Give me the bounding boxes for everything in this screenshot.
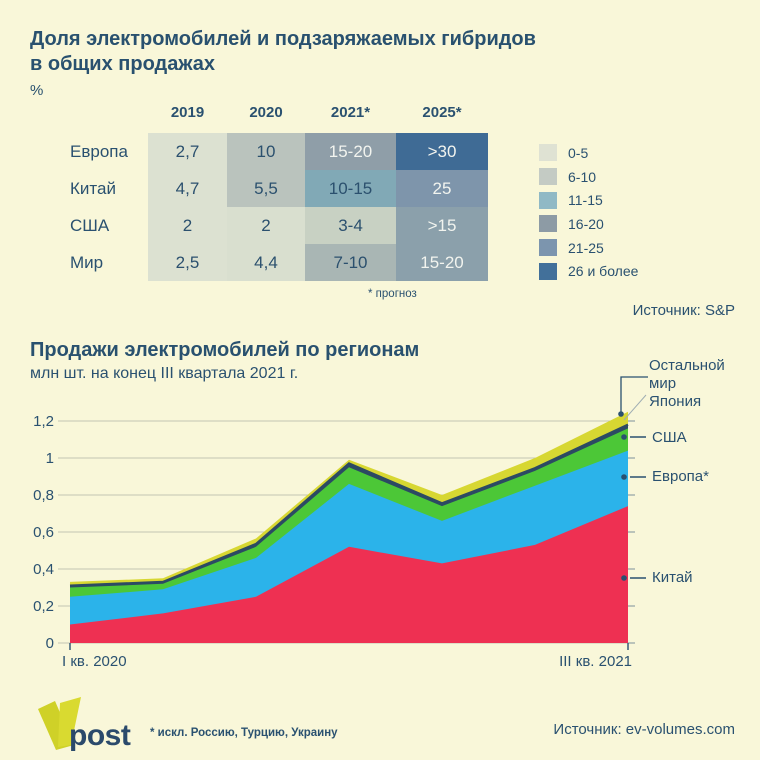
legend-item-0: 0-5 xyxy=(539,141,638,165)
col-header-2019: 2019 xyxy=(170,104,205,121)
row-label-1: Китай xyxy=(70,178,116,198)
table-cell-r0-c0: 2,7 xyxy=(148,133,227,170)
table-cell-r2-c2: 3-4 xyxy=(305,207,396,244)
series-label-rest-of-world: Остальной мир xyxy=(649,357,725,392)
regions-source: Источник: ev-volumes.com xyxy=(553,721,735,738)
table-cell-r2-c0: 2 xyxy=(148,207,227,244)
table-cell-r0-c3: >30 xyxy=(396,133,488,170)
share-table-legend: 0-5 6-10 11-15 16-20 21-25 26 и более xyxy=(539,141,638,283)
y-tick-label-1: 1 xyxy=(46,450,54,467)
series-label-europe: Европа* xyxy=(652,468,709,485)
table-cell-r1-c3: 25 xyxy=(396,170,488,207)
logo-wordmark: post xyxy=(69,719,131,752)
logo-v-right-stroke xyxy=(58,697,81,747)
col-header-2021: 2021* xyxy=(330,104,371,121)
y-tick-label-0,8: 0,8 xyxy=(33,487,54,504)
regions-chart-subtitle: млн шт. на конец III квартала 2021 г. xyxy=(30,365,299,382)
row-label-0: Европа xyxy=(70,141,128,161)
y-tick-label-0,6: 0,6 xyxy=(33,524,54,541)
table-cell-r1-c1: 5,5 xyxy=(227,170,305,207)
legend-item-5: 26 и более xyxy=(539,259,638,283)
legend-item-1: 6-10 xyxy=(539,165,638,189)
series-label-japan: Япония xyxy=(649,393,702,410)
table-cell-r3-c0: 2,5 xyxy=(148,244,227,281)
legend-label-0: 0-5 xyxy=(568,144,589,161)
y-tick-label-0,4: 0,4 xyxy=(33,561,54,578)
table-cell-r1-c0: 4,7 xyxy=(148,170,227,207)
series-label-usa: США xyxy=(652,429,687,446)
legend-swatch-4 xyxy=(539,239,557,257)
legend-label-3: 16-20 xyxy=(568,215,604,232)
legend-label-4: 21-25 xyxy=(568,239,604,256)
table-cell-r0-c2: 15-20 xyxy=(305,133,396,170)
share-table-source: Источник: S&P xyxy=(632,302,735,319)
row-label-2: США xyxy=(70,215,110,235)
table-cell-r3-c3: 15-20 xyxy=(396,244,488,281)
legend-swatch-5 xyxy=(539,262,557,280)
legend-item-2: 11-15 xyxy=(539,188,638,212)
table-cell-r3-c1: 4,4 xyxy=(227,244,305,281)
dot-china xyxy=(621,575,627,581)
share-table-row-labels: Европа Китай США Мир xyxy=(70,133,128,281)
leader-rest-of-world xyxy=(620,376,648,412)
y-tick-label-0: 0 xyxy=(46,635,54,652)
table-cell-r2-c3: >15 xyxy=(396,207,488,244)
regions-chart-svg: 0 0,2 0,4 0,6 0,8 1 1,2 xyxy=(33,376,648,652)
leader-japan xyxy=(623,394,647,421)
table-cell-r1-c2: 10-15 xyxy=(305,170,396,207)
y-tick-label-0,2: 0,2 xyxy=(33,598,54,615)
table-cell-r3-c2: 7-10 xyxy=(305,244,396,281)
legend-swatch-0 xyxy=(539,144,557,162)
table-cell-r2-c1: 2 xyxy=(227,207,305,244)
series-label-china: Китай xyxy=(652,569,693,586)
japan-line xyxy=(69,423,629,587)
dot-rest-of-world xyxy=(618,411,624,417)
x-axis-label-first: I кв. 2020 xyxy=(62,653,127,670)
legend-swatch-2 xyxy=(539,191,557,209)
legend-label-1: 6-10 xyxy=(568,168,597,185)
row-label-3: Мир xyxy=(70,252,104,272)
vpost-logo: post xyxy=(38,697,131,752)
col-header-2025: 2025* xyxy=(422,104,462,121)
legend-item-3: 16-20 xyxy=(539,212,638,236)
share-table-grid: 2,7 10 15-20 >30 4,7 5,5 10-15 25 2 2 3-4 >15 2,5 4,4… xyxy=(148,133,488,281)
share-table-title: Доля электромобилей и подзаряжаемых гибр… xyxy=(30,28,536,75)
y-tick-label-1,2: 1,2 xyxy=(33,413,54,430)
dot-europe xyxy=(621,474,627,480)
forecast-footnote: * прогноз xyxy=(368,288,417,300)
legend-swatch-1 xyxy=(539,168,557,186)
area-series-0 xyxy=(70,506,628,643)
dot-usa xyxy=(621,434,627,440)
share-table-header: 2019 2020 2021* 2025* xyxy=(148,104,490,121)
col-header-2020: 2020 xyxy=(249,104,283,121)
regions-footnote: * искл. Россию, Турцию, Украину xyxy=(150,727,338,739)
legend-label-5: 26 и более xyxy=(568,263,639,280)
regions-chart-title: Продажи электромобилей по регионам xyxy=(30,339,420,361)
legend-item-4: 21-25 xyxy=(539,236,638,260)
x-axis-label-last: III кв. 2021 xyxy=(559,653,632,670)
legend-swatch-3 xyxy=(539,215,557,233)
legend-label-2: 11-15 xyxy=(568,192,603,209)
table-cell-r0-c1: 10 xyxy=(227,133,305,170)
share-table-unit: % xyxy=(30,82,44,99)
